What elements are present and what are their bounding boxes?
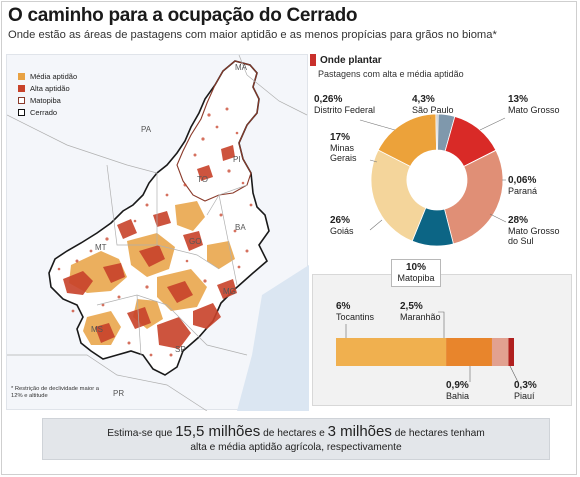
panel-title: Onde plantar — [320, 54, 382, 66]
high-aptitude-swatch — [18, 84, 25, 92]
label-parana: 0,06% Paraná — [508, 175, 538, 197]
state-label-pa: PA — [141, 125, 152, 134]
state-label-ba: BA — [235, 223, 246, 232]
summary-number-1: 15,5 milhões — [175, 423, 261, 440]
label-mato-grosso: 13% Mato Grosso — [508, 94, 560, 116]
label-minas-gerais: 17% Minas Gerais — [330, 132, 357, 164]
legend-item-cerrado: Cerrado — [18, 106, 77, 118]
medium-aptitude-swatch — [18, 72, 25, 80]
label-maranhao: 2,5% Maranhão — [400, 301, 441, 323]
panel-subtitle: Pastagens com alta e média aptidão — [318, 69, 464, 79]
state-label-pr: PR — [113, 389, 125, 398]
high-aptitude-areas — [63, 145, 237, 349]
map-svg — [7, 55, 309, 411]
summary-number-2: 3 milhões — [327, 423, 392, 440]
legend-label: Matopiba — [30, 95, 61, 105]
page-subtitle: Onde estão as áreas de pastagens com mai… — [8, 29, 497, 41]
panel-header: Onde plantar — [310, 54, 382, 66]
label-sao-paulo: 4,3% São Paulo — [412, 94, 454, 116]
legend-label: Cerrado — [30, 107, 58, 117]
map-legend: Média aptidão Alta aptidão Matopiba Cerr… — [18, 70, 77, 118]
summary-text-line2: alta e média aptidão agrícola, respectiv… — [190, 442, 402, 453]
legend-item-high: Alta aptidão — [18, 82, 77, 94]
label-bahia: 0,9% Bahia — [446, 380, 470, 402]
legend-label: Média aptidão — [30, 71, 78, 81]
summary-text: Estima-se que — [107, 428, 173, 439]
page-title: O caminho para a ocupação do Cerrado — [8, 5, 358, 26]
state-label-to: TO — [197, 175, 208, 184]
legend-item-medium: Média aptidão — [18, 70, 77, 82]
state-label-mt: MT — [95, 243, 107, 252]
matopiba-outline — [176, 60, 260, 202]
state-label-mg: MG — [223, 287, 236, 296]
legend-label: Alta aptidão — [30, 83, 70, 93]
legend-item-matopiba: Matopiba — [18, 94, 77, 106]
summary-text: de hectares e — [263, 428, 325, 439]
label-tocantins: 6% Tocantins — [336, 301, 375, 323]
summary-box: Estima-se que 15,5 milhões de hectares e… — [42, 418, 550, 460]
matopiba-swatch — [18, 96, 25, 104]
cerrado-map: MA PA PI TO BA MT GO MG MS SP PR — [6, 54, 309, 411]
state-label-sp: SP — [175, 345, 186, 354]
donut-panel: Onde plantar Pastagens com alta e média … — [310, 54, 572, 282]
state-label-go: GO — [189, 237, 202, 246]
state-label-ma: MA — [235, 63, 247, 72]
label-mato-grosso-do-sul: 28% Mato Grosso do Sul — [508, 215, 560, 247]
state-label-pi: PI — [233, 155, 241, 164]
matopiba-callout: 10% Matopiba — [391, 259, 441, 287]
summary-text: de hectares tenham — [394, 428, 485, 439]
label-goias: 26% Goiás — [330, 215, 354, 237]
ocean-area — [237, 265, 309, 411]
scattered-aptitude-dots — [57, 107, 253, 357]
label-piaui: 0,3% Piauí — [514, 380, 537, 402]
state-label-ms: MS — [91, 325, 103, 334]
cerrado-swatch — [18, 108, 25, 116]
footnote: * Restrição de declividade maior a 12% e… — [11, 386, 99, 399]
state-borders — [7, 55, 308, 411]
label-distrito-federal: 0,26% Distrito Federal — [314, 94, 376, 116]
red-marker — [310, 54, 316, 66]
